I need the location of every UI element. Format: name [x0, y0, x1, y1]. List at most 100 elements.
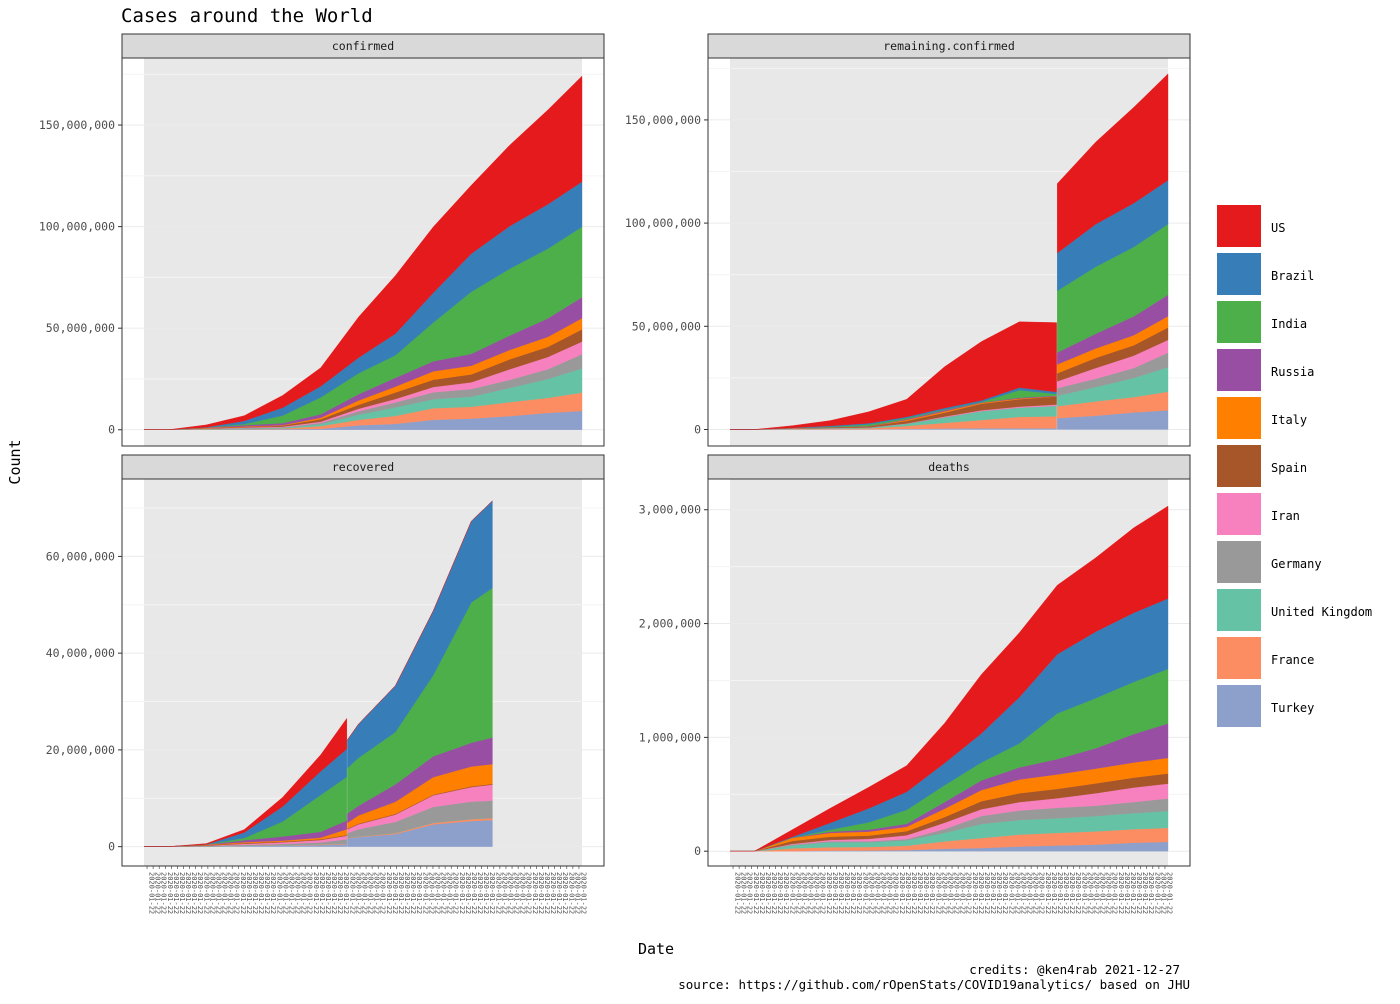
x-tick-label: 2020-01-22 — [500, 872, 508, 914]
x-tick-label: 2020-01-22 — [549, 872, 557, 914]
x-tick-label: 2020-01-22 — [947, 872, 955, 914]
x-tick-label: 2020-01-22 — [922, 872, 930, 914]
x-tick-label: 2020-01-22 — [1123, 872, 1131, 914]
x-tick-label: 2020-01-22 — [752, 872, 760, 914]
x-tick-label: 2020-01-22 — [934, 872, 942, 914]
areas — [730, 73, 1169, 430]
legend: US Brazil India Russia Italy Spain Iran Germany… — [1217, 205, 1372, 727]
x-tick-label: 2020-01-22 — [519, 872, 527, 914]
area-us — [347, 500, 493, 741]
x-tick-label: 2020-01-22 — [1032, 872, 1040, 914]
strip — [121, 454, 605, 480]
x-tick-label: 2020-01-22 — [367, 872, 375, 914]
caption-credits: credits: @ken4rab 2021-12-27 — [969, 962, 1180, 977]
x-tick-label: 2020-01-22 — [886, 872, 894, 914]
legend-key — [1217, 685, 1261, 727]
x-tick-label: 2020-01-22 — [1111, 872, 1119, 914]
legend-key — [1217, 637, 1261, 679]
x-tick-label: 2020-01-22 — [354, 872, 362, 914]
x-tick-label: 2020-01-22 — [379, 872, 387, 914]
x-tick-label: 2020-01-22 — [1147, 872, 1155, 914]
x-tick-label: 2020-01-22 — [819, 872, 827, 914]
panel-recovered: 0 20,000,000 40,000,000 60,000,000 recovered… — [46, 454, 605, 914]
x-tick-label: 2020-01-22 — [318, 872, 326, 914]
x-tick-label: 2020-01-22 — [336, 872, 344, 914]
x-tick-label: 2020-01-22 — [312, 872, 320, 914]
x-tick-label: 2020-01-22 — [831, 872, 839, 914]
x-tick-label: 2020-01-22 — [1135, 872, 1143, 914]
y-tick-label: 60,000,000 — [46, 549, 115, 563]
x-tick-label: 2020-01-22 — [464, 872, 472, 914]
x-tick-label: 2020-01-22 — [233, 872, 241, 914]
x-tick-label: 2020-01-22 — [221, 872, 229, 914]
x-tick-label: 2020-01-22 — [421, 872, 429, 914]
x-tick-label: 2020-01-22 — [300, 872, 308, 914]
area-us — [730, 321, 1057, 430]
x-tick-label: 2020-01-22 — [196, 872, 204, 914]
x-tick-label: 2020-01-22 — [306, 872, 314, 914]
panel-confirmed: 0 50,000,000 100,000,000 150,000,000 confirm… — [39, 33, 605, 447]
x-tick-label: 2020-01-22 — [513, 872, 521, 914]
legend-key — [1217, 349, 1261, 391]
x-tick-label: 2020-01-22 — [1038, 872, 1046, 914]
x-tick-label: 2020-01-22 — [190, 872, 198, 914]
x-tick-label: 2020-01-22 — [257, 872, 265, 914]
x-tick-label: 2020-01-22 — [488, 872, 496, 914]
y-tick-label: 150,000,000 — [625, 113, 701, 127]
x-tick-label: 2020-01-22 — [782, 872, 790, 914]
legend-item-spain: Spain — [1217, 445, 1307, 487]
x-tick-label: 2020-01-22 — [567, 872, 575, 914]
legend-item-india: India — [1217, 301, 1307, 343]
x-tick-label: 2020-01-22 — [843, 872, 851, 914]
x-tick-label: 2020-01-22 — [1099, 872, 1107, 914]
legend-key — [1217, 253, 1261, 295]
legend-item-turkey: Turkey — [1217, 685, 1314, 727]
legend-key — [1217, 541, 1261, 583]
x-tick-label: 2020-01-22 — [928, 872, 936, 914]
x-tick-label: 2020-01-22 — [1062, 872, 1070, 914]
area-us — [730, 505, 1169, 852]
x-tick-label: 2020-01-22 — [415, 872, 423, 914]
x-axis-title: Date — [638, 940, 674, 958]
x-tick-label: 2020-01-22 — [440, 872, 448, 914]
x-tick-label: 2020-01-22 — [1050, 872, 1058, 914]
legend-label: Russia — [1271, 365, 1314, 379]
x-tick-label: 2020-01-22 — [537, 872, 545, 914]
x-tick-label: 2020-01-22 — [1093, 872, 1101, 914]
legend-key — [1217, 397, 1261, 439]
x-tick-label: 2020-01-22 — [892, 872, 900, 914]
x-tick-label: 2020-01-22 — [580, 872, 588, 914]
y-tick-label: 40,000,000 — [46, 646, 115, 660]
x-tick-label: 2020-01-22 — [1159, 872, 1167, 914]
y-tick-label: 0 — [108, 423, 115, 437]
x-tick-label: 2020-01-22 — [160, 872, 168, 914]
x-tick-label: 2020-01-22 — [245, 872, 253, 914]
x-tick-label: 2020-01-22 — [916, 872, 924, 914]
legend-label: Iran — [1271, 509, 1300, 523]
x-tick-label: 2020-01-22 — [555, 872, 563, 914]
x-tick-label: 2020-01-22 — [965, 872, 973, 914]
area-us — [144, 717, 347, 847]
x-tick-label: 2020-01-22 — [1056, 872, 1064, 914]
y-tick-label: 100,000,000 — [39, 220, 115, 234]
y-tick-label: 20,000,000 — [46, 743, 115, 757]
x-tick-label: 2020-01-22 — [263, 872, 271, 914]
x-tick-label: 2020-01-22 — [788, 872, 796, 914]
x-tick-label: 2020-01-22 — [458, 872, 466, 914]
x-tick-label: 2020-01-22 — [385, 872, 393, 914]
x-tick-label: 2020-01-22 — [880, 872, 888, 914]
x-tick-label: 2020-01-22 — [770, 872, 778, 914]
x-tick-label: 2020-01-22 — [525, 872, 533, 914]
x-tick-label: 2020-01-22 — [330, 872, 338, 914]
strip-label: remaining.confirmed — [883, 39, 1015, 53]
y-tick-label: 50,000,000 — [632, 319, 701, 333]
legend-item-italy: Italy — [1217, 397, 1307, 439]
legend-item-united-kingdom: United Kingdom — [1217, 589, 1372, 631]
y-tick-label: 2,000,000 — [639, 617, 701, 631]
x-tick-label: 2020-01-22 — [172, 872, 180, 914]
legend-label: India — [1271, 317, 1307, 331]
legend-key — [1217, 205, 1261, 247]
x-tick-label: 2020-01-22 — [837, 872, 845, 914]
x-tick-label: 2020-01-22 — [1153, 872, 1161, 914]
legend-label: Germany — [1271, 557, 1322, 571]
